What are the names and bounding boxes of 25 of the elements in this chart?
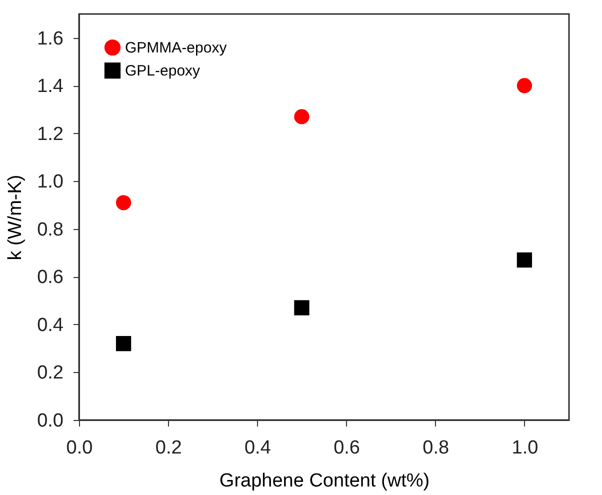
legend-label: GPMMA-epoxy (125, 40, 228, 56)
y-tick-label: 0.4 (37, 314, 64, 336)
legend-label: GPL-epoxy (125, 62, 201, 80)
point (294, 300, 310, 316)
x-tick-label: 0.4 (244, 438, 272, 458)
y-tick-label: 1.0 (37, 172, 64, 193)
x-tick-label: 0.8 (422, 438, 450, 458)
y-tick-label: 1.4 (37, 76, 64, 98)
y-tick-label: 0.2 (37, 362, 64, 384)
point (116, 195, 132, 210)
point (116, 336, 132, 352)
y-axis-title: k (W/m-K) (5, 174, 26, 260)
y-tick-label: 0.0 (37, 410, 64, 432)
point (294, 109, 310, 124)
x-tick-label: 1.0 (512, 438, 538, 458)
point (516, 78, 532, 94)
y-tick-label: 1.2 (37, 124, 64, 145)
x-tick-label: 0.6 (334, 438, 360, 458)
y-tick-label: 0.6 (37, 267, 64, 288)
x-axis-title: Graphene Content (wt%) (219, 470, 430, 492)
x-tick-label: 0.2 (155, 438, 182, 458)
x-tick-label: 0.0 (66, 438, 93, 458)
y-tick-label: 0.8 (37, 219, 64, 240)
y-tick-label: 1.6 (37, 28, 64, 50)
point (516, 252, 532, 268)
